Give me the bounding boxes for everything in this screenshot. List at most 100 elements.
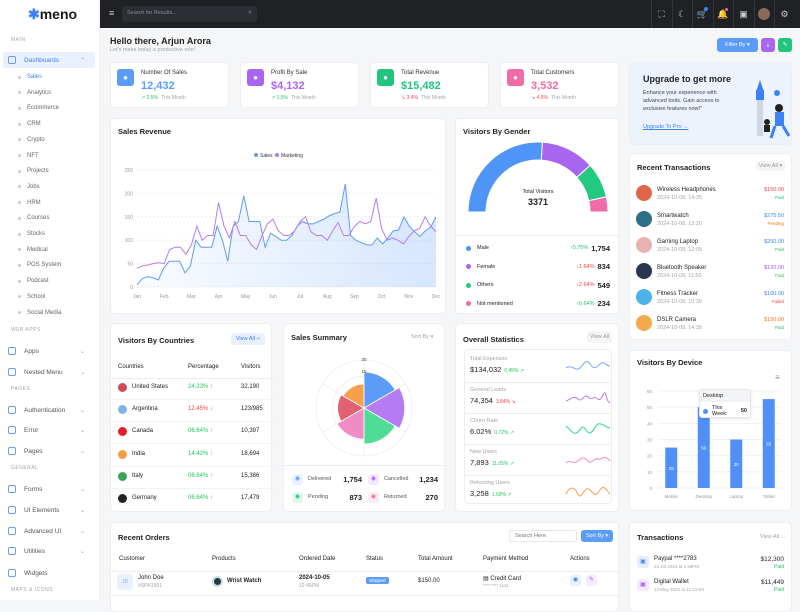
- x-tick-label: Dec: [432, 294, 441, 300]
- y-tick-label: 50: [127, 262, 133, 268]
- sidebar-subitem-stocks[interactable]: Stocks: [18, 231, 45, 237]
- gender-gauge-chart: [467, 141, 609, 213]
- sidebar-item-ui-elements[interactable]: UI Elements ⌄: [3, 502, 95, 518]
- transactions-view-all-link[interactable]: View All →: [760, 534, 787, 540]
- download-button[interactable]: ⤓: [761, 38, 775, 52]
- transaction-amount: $12,300: [760, 556, 785, 563]
- return-icon: ◉: [368, 492, 379, 503]
- search-icon[interactable]: ⌕: [248, 9, 252, 16]
- sidebar-subitem-social-media[interactable]: Social Media: [18, 310, 61, 316]
- sidebar-subitem-crypto[interactable]: Crypto: [18, 137, 45, 143]
- bar-desktop[interactable]: [697, 407, 710, 488]
- transaction-name[interactable]: Bluetooth Speaker: [657, 265, 707, 271]
- bar-tablet[interactable]: [762, 399, 775, 488]
- country-visitors: 10,397: [241, 428, 260, 435]
- sidebar-subitem-ecommerce[interactable]: Ecommerce: [18, 105, 59, 111]
- divider: [465, 382, 611, 383]
- view-all-button[interactable]: View All ▾: [756, 161, 785, 171]
- sidebar-subitem-crm[interactable]: CRM: [18, 121, 41, 127]
- briefcase-icon: ●: [247, 69, 264, 86]
- sidebar-subitem-podcast[interactable]: Podcast: [18, 278, 49, 284]
- sort-by-button[interactable]: Sort By ▾: [581, 530, 613, 542]
- overall-view-all-button[interactable]: View All: [587, 331, 612, 343]
- edit-button[interactable]: ✎: [778, 38, 792, 52]
- sidebar-item-authentication[interactable]: Authentication ⌄: [3, 402, 95, 418]
- chart-menu-icon[interactable]: ≡: [775, 373, 780, 382]
- sidebar-subitem-pos-system[interactable]: POS System: [18, 262, 61, 268]
- legend-label[interactable]: Sales: [260, 153, 273, 159]
- sparkline: [565, 423, 611, 434]
- sidebar-subitem-courses[interactable]: Courses: [18, 215, 49, 221]
- upgrade-link[interactable]: Upgrade To Pro →: [643, 124, 689, 130]
- edit-order-button[interactable]: ✎: [586, 575, 597, 586]
- sidebar-item-apps[interactable]: Apps ⌄: [3, 343, 95, 359]
- sort-by-dropdown[interactable]: Sort By ▾: [411, 334, 434, 340]
- search-input[interactable]: Search for Results... ⌕: [122, 6, 257, 22]
- sidebar-item-nested-menu[interactable]: Nested Menu ⌄: [3, 364, 95, 380]
- transaction-name[interactable]: DSLR Camera: [657, 317, 697, 323]
- paypal-icon: ▣: [637, 556, 649, 568]
- country-visitors: 18,694: [241, 450, 260, 457]
- hamburger-menu-icon[interactable]: ≡: [109, 8, 115, 18]
- stat-change: ↗ 2.5% This Month: [141, 95, 186, 101]
- orders-search-input[interactable]: [509, 530, 577, 542]
- sidebar-item-utilities[interactable]: Utilities ⌄: [3, 543, 95, 559]
- sidebar-item-pages[interactable]: Pages ⌄: [3, 443, 95, 459]
- gear-icon-button[interactable]: ⚙: [774, 0, 794, 28]
- column-header: Actions: [570, 556, 590, 562]
- bar-mobile[interactable]: [665, 447, 678, 488]
- sidebar-subitem-sales[interactable]: Sales: [18, 74, 42, 80]
- sidebar-subitem-nft[interactable]: NFT: [18, 153, 39, 159]
- device-title: Visitors By Device: [637, 358, 703, 367]
- apps-icon-button[interactable]: ▣: [733, 0, 753, 28]
- polar-slice[interactable]: [342, 383, 365, 409]
- avatar-button[interactable]: [753, 0, 774, 28]
- gear-icon: ⚙: [780, 8, 789, 19]
- sidebar-subitem-school[interactable]: School: [18, 294, 45, 300]
- view-order-button[interactable]: ◉: [570, 575, 581, 586]
- notification-dot: [724, 8, 728, 11]
- transaction-name[interactable]: Gaming Laptop: [657, 239, 699, 245]
- radial-tick-label: 20: [361, 357, 367, 362]
- sidebar-subitem-projects[interactable]: Projects: [18, 168, 49, 174]
- sidebar-subitem-medical[interactable]: Medical: [18, 247, 48, 253]
- legend-marker: [254, 153, 258, 157]
- legend-label[interactable]: Marketing: [281, 153, 303, 159]
- bar-laptop[interactable]: [730, 439, 743, 489]
- x-tick-label: Tablet: [763, 494, 776, 499]
- sidebar-item-dashboards[interactable]: Dashboards ⌃: [3, 52, 95, 68]
- countries-view-all-button[interactable]: View All ‹›: [231, 333, 265, 345]
- polar-slice[interactable]: [363, 387, 406, 429]
- polar-slice[interactable]: [336, 407, 365, 440]
- product-thumbnail: [636, 315, 652, 331]
- avatar: [758, 8, 770, 20]
- sales-summary-card: Sales Summary Sort By ▾ 15 20 ◉ Delivered 1…: [283, 323, 446, 512]
- logo[interactable]: ✱meno: [28, 6, 78, 22]
- bell-icon-button[interactable]: 🔔: [712, 0, 733, 28]
- transaction-name[interactable]: Wireless Headphones: [657, 187, 716, 193]
- transaction-name[interactable]: Fitness Tracker: [657, 291, 699, 297]
- gender-legend-row: Not mentioned ↑0.64% 234: [466, 299, 610, 309]
- sales-area: [137, 184, 436, 287]
- transaction-name[interactable]: Smartwatch: [657, 213, 689, 219]
- sparkline-path: [565, 392, 611, 404]
- stat-label: Number Of Sales: [141, 70, 188, 76]
- sidebar-item-forms[interactable]: Forms ⌄: [3, 481, 95, 497]
- stat-value: 3,258 1.69% ↗: [470, 489, 512, 498]
- sidebar-item-widgets[interactable]: Widgets: [3, 565, 95, 581]
- sidebar-item-error[interactable]: Error ⌄: [3, 422, 95, 438]
- cart-icon-button[interactable]: 🛒: [692, 0, 712, 28]
- polar-slice[interactable]: [363, 407, 396, 445]
- transaction-name[interactable]: Paypal ****2783: [654, 556, 697, 562]
- section-label-pages: PAGES: [11, 386, 31, 392]
- polar-slice[interactable]: [337, 394, 365, 422]
- sidebar-subitem-jobs[interactable]: Jobs: [18, 184, 40, 190]
- moon-icon-button[interactable]: ☾: [671, 0, 692, 28]
- sidebar-subitem-analytics[interactable]: Analytics: [18, 90, 51, 96]
- filter-by-button[interactable]: Filter By ▾: [717, 38, 758, 52]
- transaction-name[interactable]: Digital Wallet: [654, 579, 689, 585]
- sidebar-item-advanced-ui[interactable]: Advanced UI ⌄: [3, 523, 95, 539]
- fullscreen-icon-button[interactable]: ⛶: [651, 0, 671, 28]
- sidebar-subitem-hrm[interactable]: HRM: [18, 200, 41, 206]
- recent-orders-card: Recent Orders Sort By ▾ Customer Products…: [110, 522, 620, 612]
